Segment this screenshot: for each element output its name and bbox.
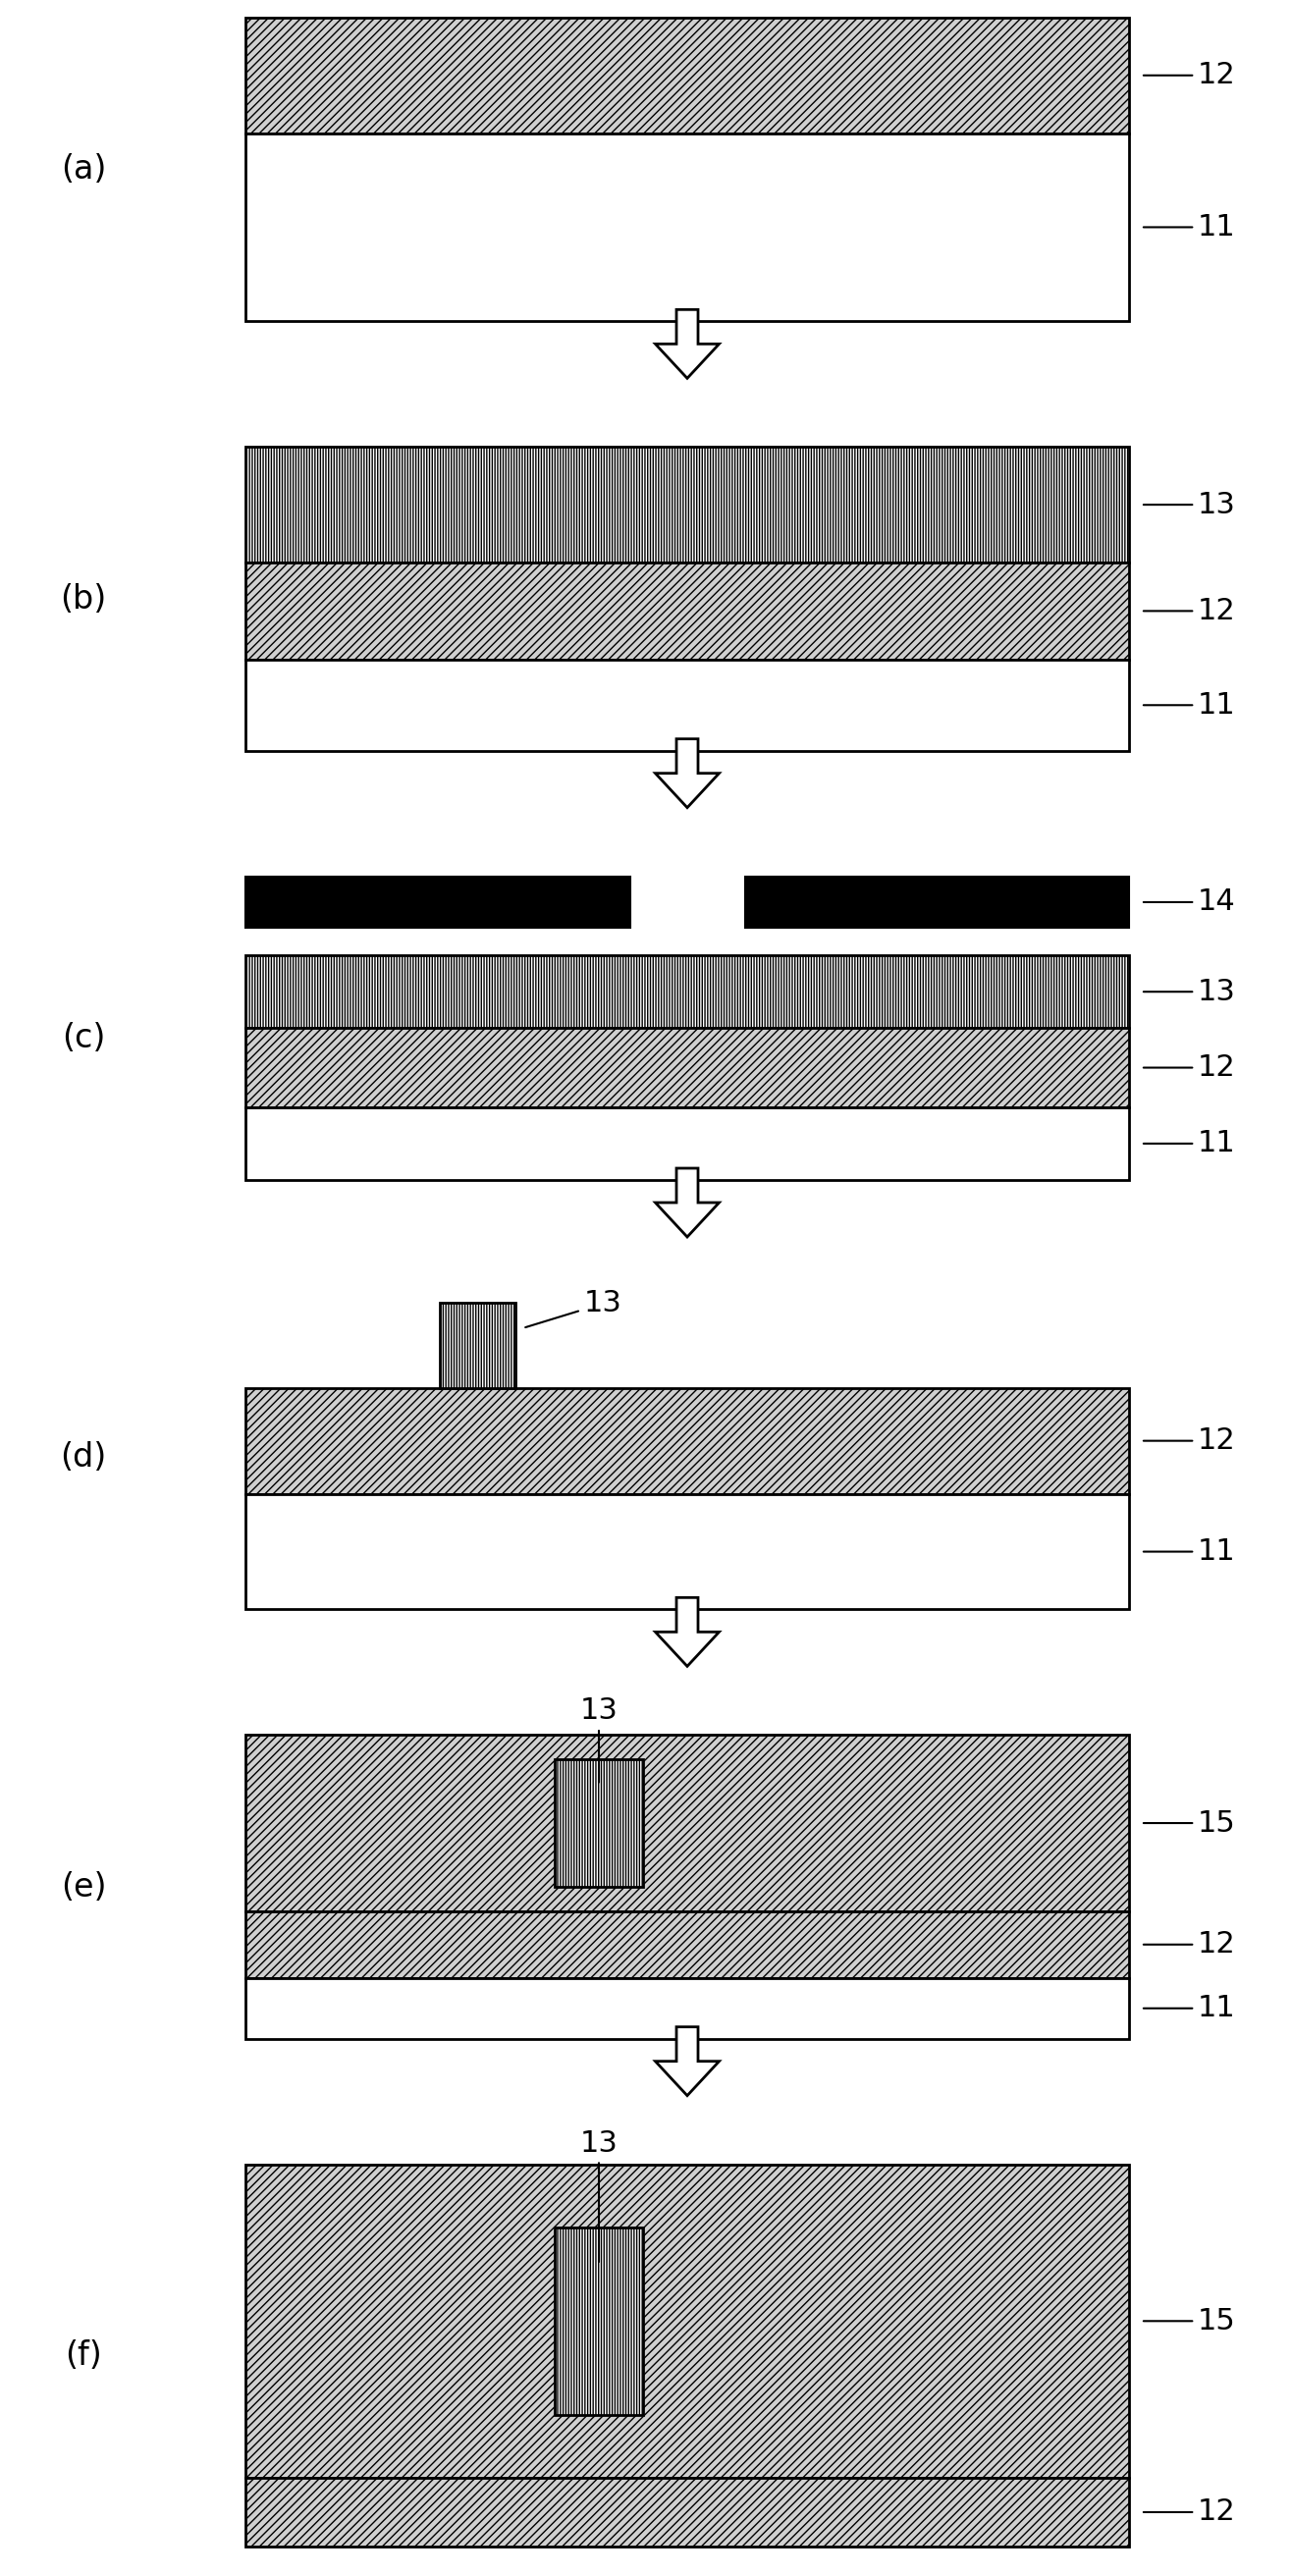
Text: (a): (a) [61,155,106,185]
Text: (d): (d) [61,1443,107,1473]
Bar [245,18,1129,134]
Polygon shape [655,309,720,379]
Text: 14: 14 [1143,889,1235,917]
Bar [245,1494,1129,1610]
Bar [245,1388,1129,1494]
Bar [245,448,1129,562]
Text: 12: 12 [1143,2499,1235,2527]
Polygon shape [655,1597,720,1667]
Bar [245,1736,1129,1911]
Bar [439,1303,516,1388]
Text: 12: 12 [1143,598,1235,626]
Text: (f): (f) [65,2339,102,2372]
Text: 13: 13 [1143,489,1236,518]
Text: 15: 15 [1143,2308,1235,2336]
Text: 13: 13 [1143,976,1236,1007]
Text: 13: 13 [526,1291,621,1327]
Bar [245,1911,1129,1978]
Text: 12: 12 [1143,1054,1235,1082]
Polygon shape [655,1170,720,1236]
Bar [245,1978,1129,2038]
Text: 12: 12 [1143,62,1235,90]
Text: 13: 13 [580,1698,618,1783]
Bar [245,134,1129,322]
Text: 15: 15 [1143,1808,1235,1837]
Bar [245,876,629,927]
Bar [245,956,1129,1028]
Bar [554,2228,643,2416]
Bar [245,1108,1129,1180]
Text: 11: 11 [1143,1538,1235,1566]
Text: 11: 11 [1143,1128,1235,1157]
Text: (b): (b) [61,582,107,616]
Bar [245,562,1129,659]
Polygon shape [655,739,720,809]
Text: 11: 11 [1143,214,1235,242]
Text: 11: 11 [1143,1994,1235,2022]
Polygon shape [655,2027,720,2097]
Text: 13: 13 [580,2128,618,2262]
Bar [245,2164,1129,2478]
Bar [245,1028,1129,1108]
Text: 12: 12 [1143,1427,1235,1455]
Text: (c): (c) [62,1023,105,1054]
Bar [554,1759,643,1886]
Text: 12: 12 [1143,1929,1235,1958]
Bar [245,2478,1129,2548]
Bar [245,659,1129,750]
Text: 11: 11 [1143,690,1235,719]
Bar [744,876,1129,927]
Text: (e): (e) [61,1870,106,1904]
